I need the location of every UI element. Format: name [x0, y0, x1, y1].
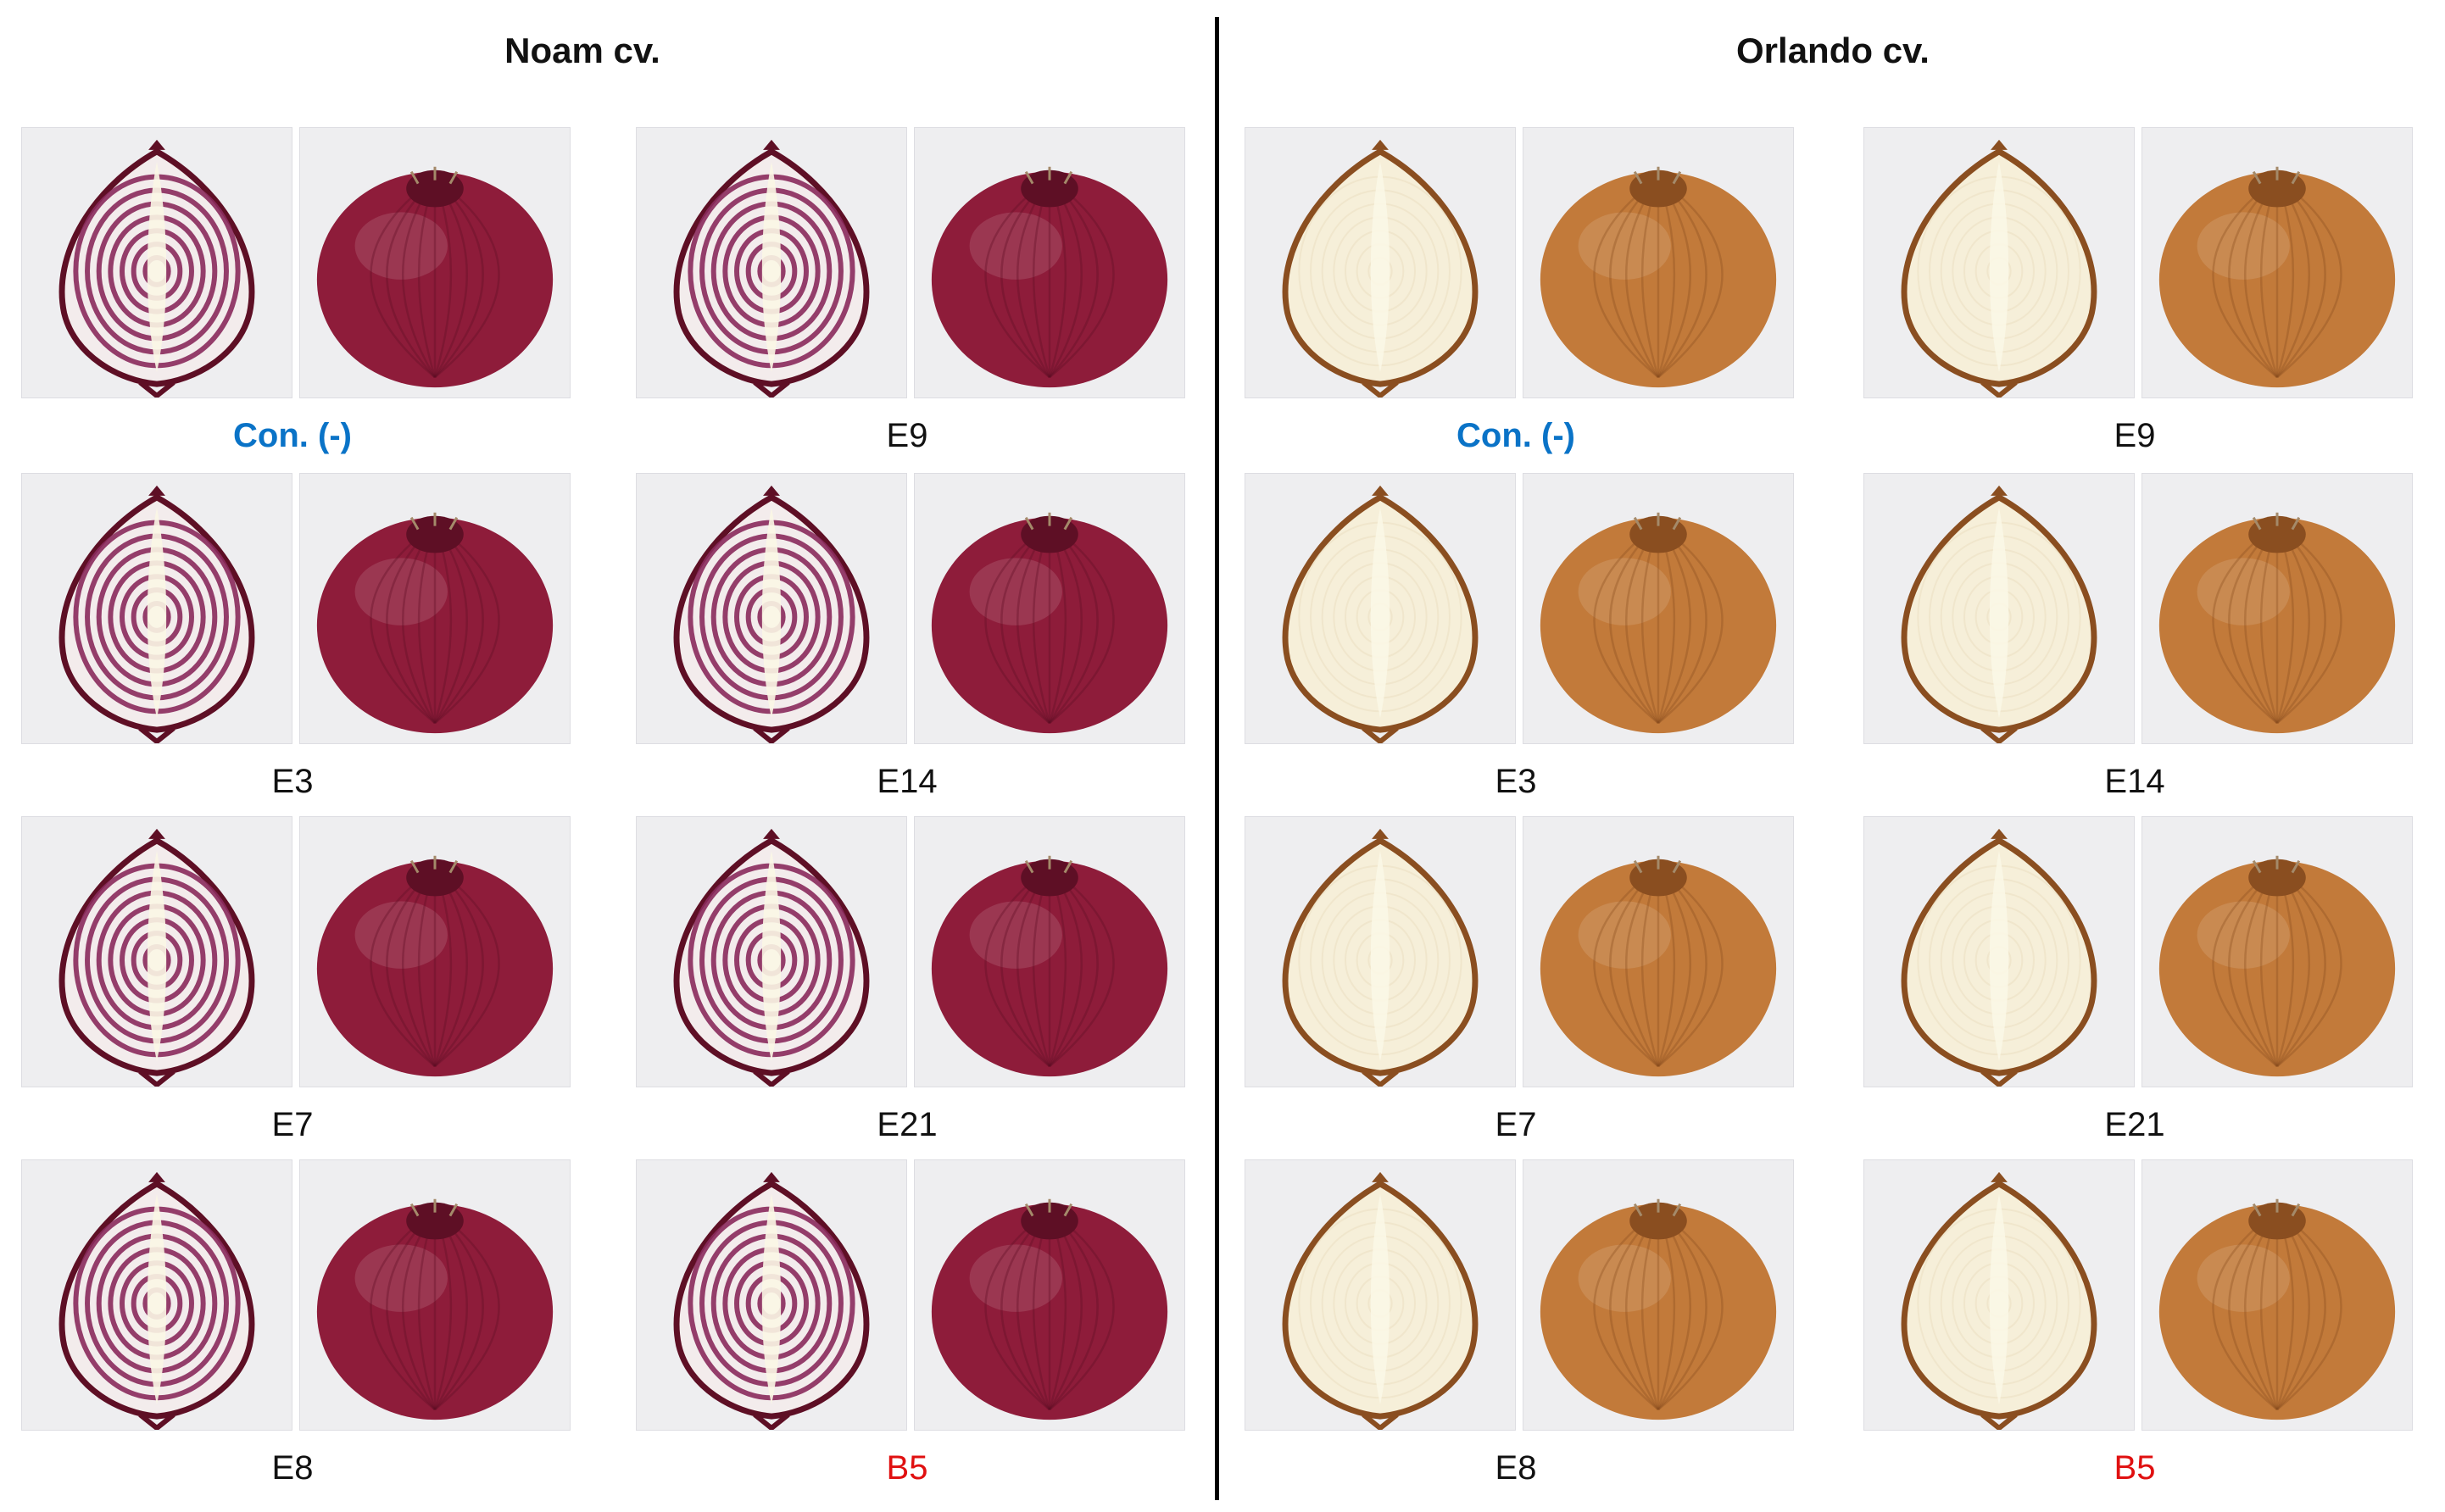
- red-onion-con-cut-photo: [21, 127, 292, 398]
- red-onion-e14-cut-photo: [636, 473, 907, 744]
- yellow-onion-e14-label: E14: [2104, 763, 2165, 800]
- red-onion-e14-label: E14: [877, 763, 938, 800]
- yellow-onion-b5-label: B5: [2114, 1449, 2156, 1487]
- yellow-onion-e9-label: E9: [2114, 417, 2156, 454]
- red-onion-e7-whole-photo: [299, 816, 571, 1087]
- red-onion-b5-cut-photo: [636, 1159, 907, 1431]
- yellow-onion-e9-cut-photo: [1863, 127, 2135, 398]
- yellow-onion-e8-whole-photo: [1523, 1159, 1794, 1431]
- noam-panel-title: Noam cv.: [504, 31, 660, 70]
- red-onion-e9-whole-photo: [914, 127, 1185, 398]
- yellow-onion-e21-whole-photo: [2141, 816, 2413, 1087]
- red-onion-e21-whole-photo: [914, 816, 1185, 1087]
- red-onion-e9-cut-photo: [636, 127, 907, 398]
- red-onion-e7-cut-photo: [21, 816, 292, 1087]
- yellow-onion-e7-cut-photo: [1245, 816, 1516, 1087]
- red-onion-b5-whole-photo: [914, 1159, 1185, 1431]
- yellow-onion-e9-whole-photo: [2141, 127, 2413, 398]
- yellow-onion-e14-whole-photo: [2141, 473, 2413, 744]
- red-onion-e9-label: E9: [886, 417, 928, 454]
- yellow-onion-b5-whole-photo: [2141, 1159, 2413, 1431]
- yellow-onion-e3-whole-photo: [1523, 473, 1794, 744]
- red-onion-e3-cut-photo: [21, 473, 292, 744]
- yellow-onion-con-label: Con. (-): [1456, 417, 1575, 454]
- red-onion-e14-whole-photo: [914, 473, 1185, 744]
- red-onion-e3-label: E3: [271, 763, 314, 800]
- yellow-onion-e3-cut-photo: [1245, 473, 1516, 744]
- yellow-onion-e7-whole-photo: [1523, 816, 1794, 1087]
- yellow-onion-b5-cut-photo: [1863, 1159, 2135, 1431]
- yellow-onion-e21-cut-photo: [1863, 816, 2135, 1087]
- yellow-onion-e14-cut-photo: [1863, 473, 2135, 744]
- red-onion-e8-cut-photo: [21, 1159, 292, 1431]
- red-onion-e7-label: E7: [271, 1106, 314, 1143]
- yellow-onion-con-whole-photo: [1523, 127, 1794, 398]
- red-onion-e21-label: E21: [877, 1106, 938, 1143]
- yellow-onion-e8-label: E8: [1495, 1449, 1537, 1487]
- red-onion-e8-whole-photo: [299, 1159, 571, 1431]
- yellow-onion-e21-label: E21: [2104, 1106, 2165, 1143]
- yellow-onion-con-cut-photo: [1245, 127, 1516, 398]
- orlando-panel-title: Orlando cv.: [1736, 31, 1930, 70]
- yellow-onion-e3-label: E3: [1495, 763, 1537, 800]
- red-onion-e3-whole-photo: [299, 473, 571, 744]
- red-onion-con-whole-photo: [299, 127, 571, 398]
- red-onion-b5-label: B5: [886, 1449, 928, 1487]
- red-onion-e21-cut-photo: [636, 816, 907, 1087]
- yellow-onion-e8-cut-photo: [1245, 1159, 1516, 1431]
- red-onion-e8-label: E8: [271, 1449, 314, 1487]
- panel-divider: [1215, 17, 1219, 1500]
- yellow-onion-e7-label: E7: [1495, 1106, 1537, 1143]
- red-onion-con-label: Con. (-): [233, 417, 352, 454]
